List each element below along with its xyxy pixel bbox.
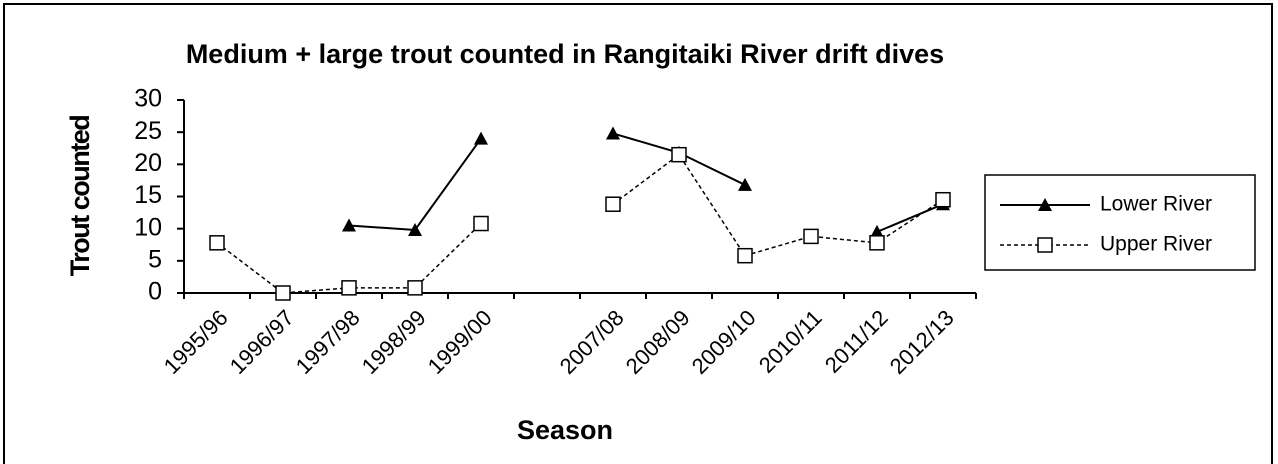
legend-frame xyxy=(984,174,1256,271)
y-tick-label: 5 xyxy=(148,245,162,273)
y-tick-label: 20 xyxy=(134,149,162,177)
y-tick-label: 30 xyxy=(134,85,162,113)
marker-triangle xyxy=(408,222,422,236)
marker-triangle xyxy=(738,177,752,191)
marker-square xyxy=(1037,237,1053,253)
y-tick-label: 25 xyxy=(134,117,162,145)
marker-triangle xyxy=(342,218,356,232)
marker-triangle xyxy=(606,126,620,140)
legend-label: Upper River xyxy=(1100,233,1212,256)
marker-square xyxy=(803,228,819,245)
marker-square xyxy=(407,280,423,296)
y-axis-title: Trout counted xyxy=(65,116,95,276)
x-axis-title: Season xyxy=(517,415,613,445)
marker-square xyxy=(209,235,225,251)
marker-square xyxy=(869,235,885,251)
marker-triangle xyxy=(1038,198,1052,211)
marker-square xyxy=(605,196,621,212)
marker-square xyxy=(341,280,357,296)
marker-triangle xyxy=(474,131,488,145)
marker-square xyxy=(671,146,687,163)
legend-label: Lower River xyxy=(1100,193,1212,216)
marker-square xyxy=(275,285,291,301)
legend: Lower River Upper River xyxy=(984,174,1256,271)
marker-triangle xyxy=(870,224,884,238)
y-tick-label: 0 xyxy=(148,278,162,306)
marker-square xyxy=(935,191,951,208)
marker-square xyxy=(473,215,489,232)
marker-square xyxy=(737,247,753,264)
y-tick-label: 10 xyxy=(134,213,162,241)
chart-title: Medium + large trout counted in Rangitai… xyxy=(186,39,944,69)
y-tick-label: 15 xyxy=(134,181,162,209)
